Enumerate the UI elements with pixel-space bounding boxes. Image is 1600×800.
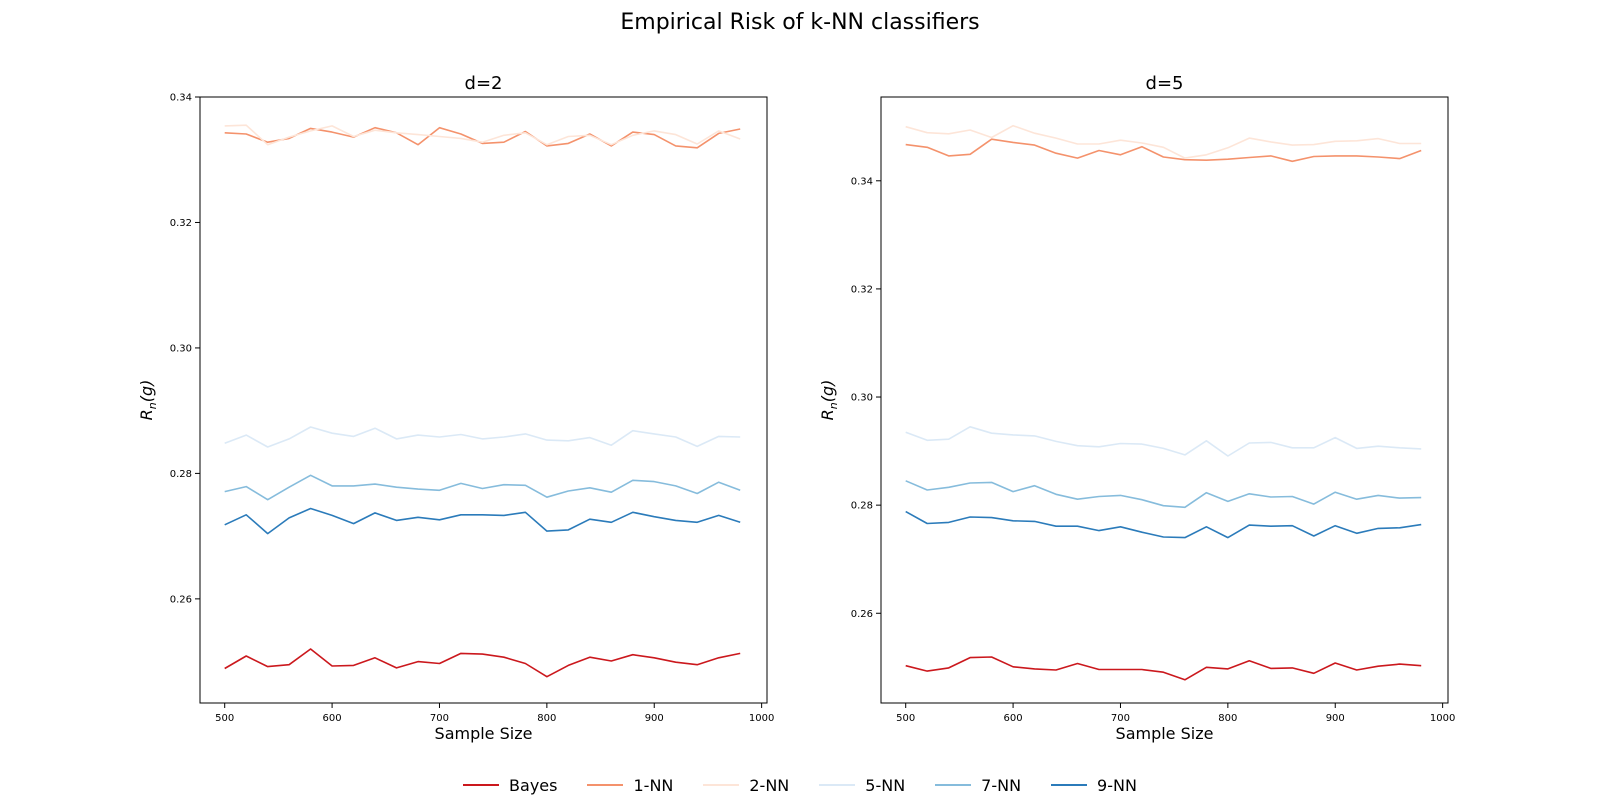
legend-swatch — [1051, 784, 1088, 786]
y-tick-label: 0.30 — [851, 393, 873, 404]
legend-label: 1-NN — [633, 775, 674, 795]
legend-item-bayes: Bayes — [463, 776, 557, 795]
series-line-9-nn — [224, 507, 741, 535]
figure-title: Empirical Risk of k-NN classifiers — [620, 10, 980, 35]
y-tick-label: 0.32 — [170, 218, 192, 229]
subplot-title: d=2 — [465, 73, 503, 94]
x-axis-label: Sample Size — [435, 724, 533, 743]
x-tick-label: 500 — [215, 713, 234, 724]
x-tick-label: 700 — [430, 713, 449, 724]
y-axis-label: Rn(g) — [137, 380, 159, 421]
subplot-d2: d=2 500 600 700 800 900 1000 0.26 0.28 0.30 0.32 0.… — [137, 73, 774, 743]
legend-item-2-nn: 2-NN — [703, 776, 789, 795]
series-line-7-nn — [905, 480, 1422, 509]
legend-swatch — [819, 784, 856, 786]
y-tick-label: 0.34 — [170, 93, 192, 104]
series-line-5-nn — [224, 426, 741, 448]
legend-swatch — [587, 784, 624, 786]
y-tick-label: 0.26 — [170, 594, 192, 605]
legend-item-7-nn: 7-NN — [935, 776, 1021, 795]
x-tick-label: 900 — [1326, 713, 1345, 724]
x-tick-label: 700 — [1111, 713, 1130, 724]
legend-label: 7-NN — [981, 775, 1022, 795]
legend-item-1-nn: 1-NN — [587, 776, 673, 795]
x-tick-label: 800 — [1218, 713, 1237, 724]
axes-frame — [199, 96, 768, 704]
x-tick-label: 600 — [1004, 713, 1023, 724]
y-tick-label: 0.32 — [851, 284, 873, 295]
y-tick-label: 0.30 — [170, 343, 192, 354]
x-tick-label: 500 — [896, 713, 915, 724]
series-line-2-nn — [224, 124, 741, 146]
series-line-2-nn — [905, 124, 1422, 159]
legend-swatch — [935, 784, 972, 786]
legend-swatch — [703, 784, 740, 786]
axes-frame — [880, 96, 1449, 704]
y-tick-label: 0.28 — [851, 501, 873, 512]
legend-item-5-nn: 5-NN — [819, 776, 905, 795]
legend-label: 9-NN — [1097, 775, 1137, 795]
x-tick-label: 1000 — [1430, 713, 1455, 724]
series-line-bayes — [224, 648, 741, 678]
series-line-1-nn — [224, 126, 741, 149]
x-tick-label: 800 — [537, 713, 556, 724]
x-tick-label: 1000 — [749, 713, 774, 724]
y-tick-label: 0.26 — [851, 609, 873, 620]
legend-item-9-nn: 9-NN — [1051, 776, 1137, 795]
subplot-d5: d=5 500 600 700 800 900 1000 0.26 0.28 0.30 0.32 0.… — [818, 73, 1455, 743]
x-axis-label: Sample Size — [1116, 724, 1214, 743]
y-axis-label: Rn(g) — [818, 380, 840, 421]
legend-swatch — [463, 784, 500, 786]
figure-canvas: d=2 500 600 700 800 900 1000 0.26 0.28 0.30 0.32 0.… — [137, 73, 1455, 743]
legend-label: 5-NN — [865, 775, 906, 795]
series-line-7-nn — [224, 474, 741, 501]
y-tick-label: 0.34 — [851, 176, 873, 187]
y-tick-label: 0.28 — [170, 469, 192, 480]
legend-label: 2-NN — [749, 775, 790, 795]
series-line-bayes — [905, 656, 1422, 681]
legend: Bayes 1-NN 2-NN 5-NN 7-NN 9-NN — [0, 770, 1600, 800]
series-line-9-nn — [905, 510, 1422, 539]
series-line-5-nn — [905, 425, 1422, 457]
series-line-1-nn — [905, 138, 1422, 163]
subplot-title: d=5 — [1146, 73, 1184, 94]
legend-label: Bayes — [509, 775, 558, 795]
x-tick-label: 600 — [323, 713, 342, 724]
x-tick-label: 900 — [645, 713, 664, 724]
